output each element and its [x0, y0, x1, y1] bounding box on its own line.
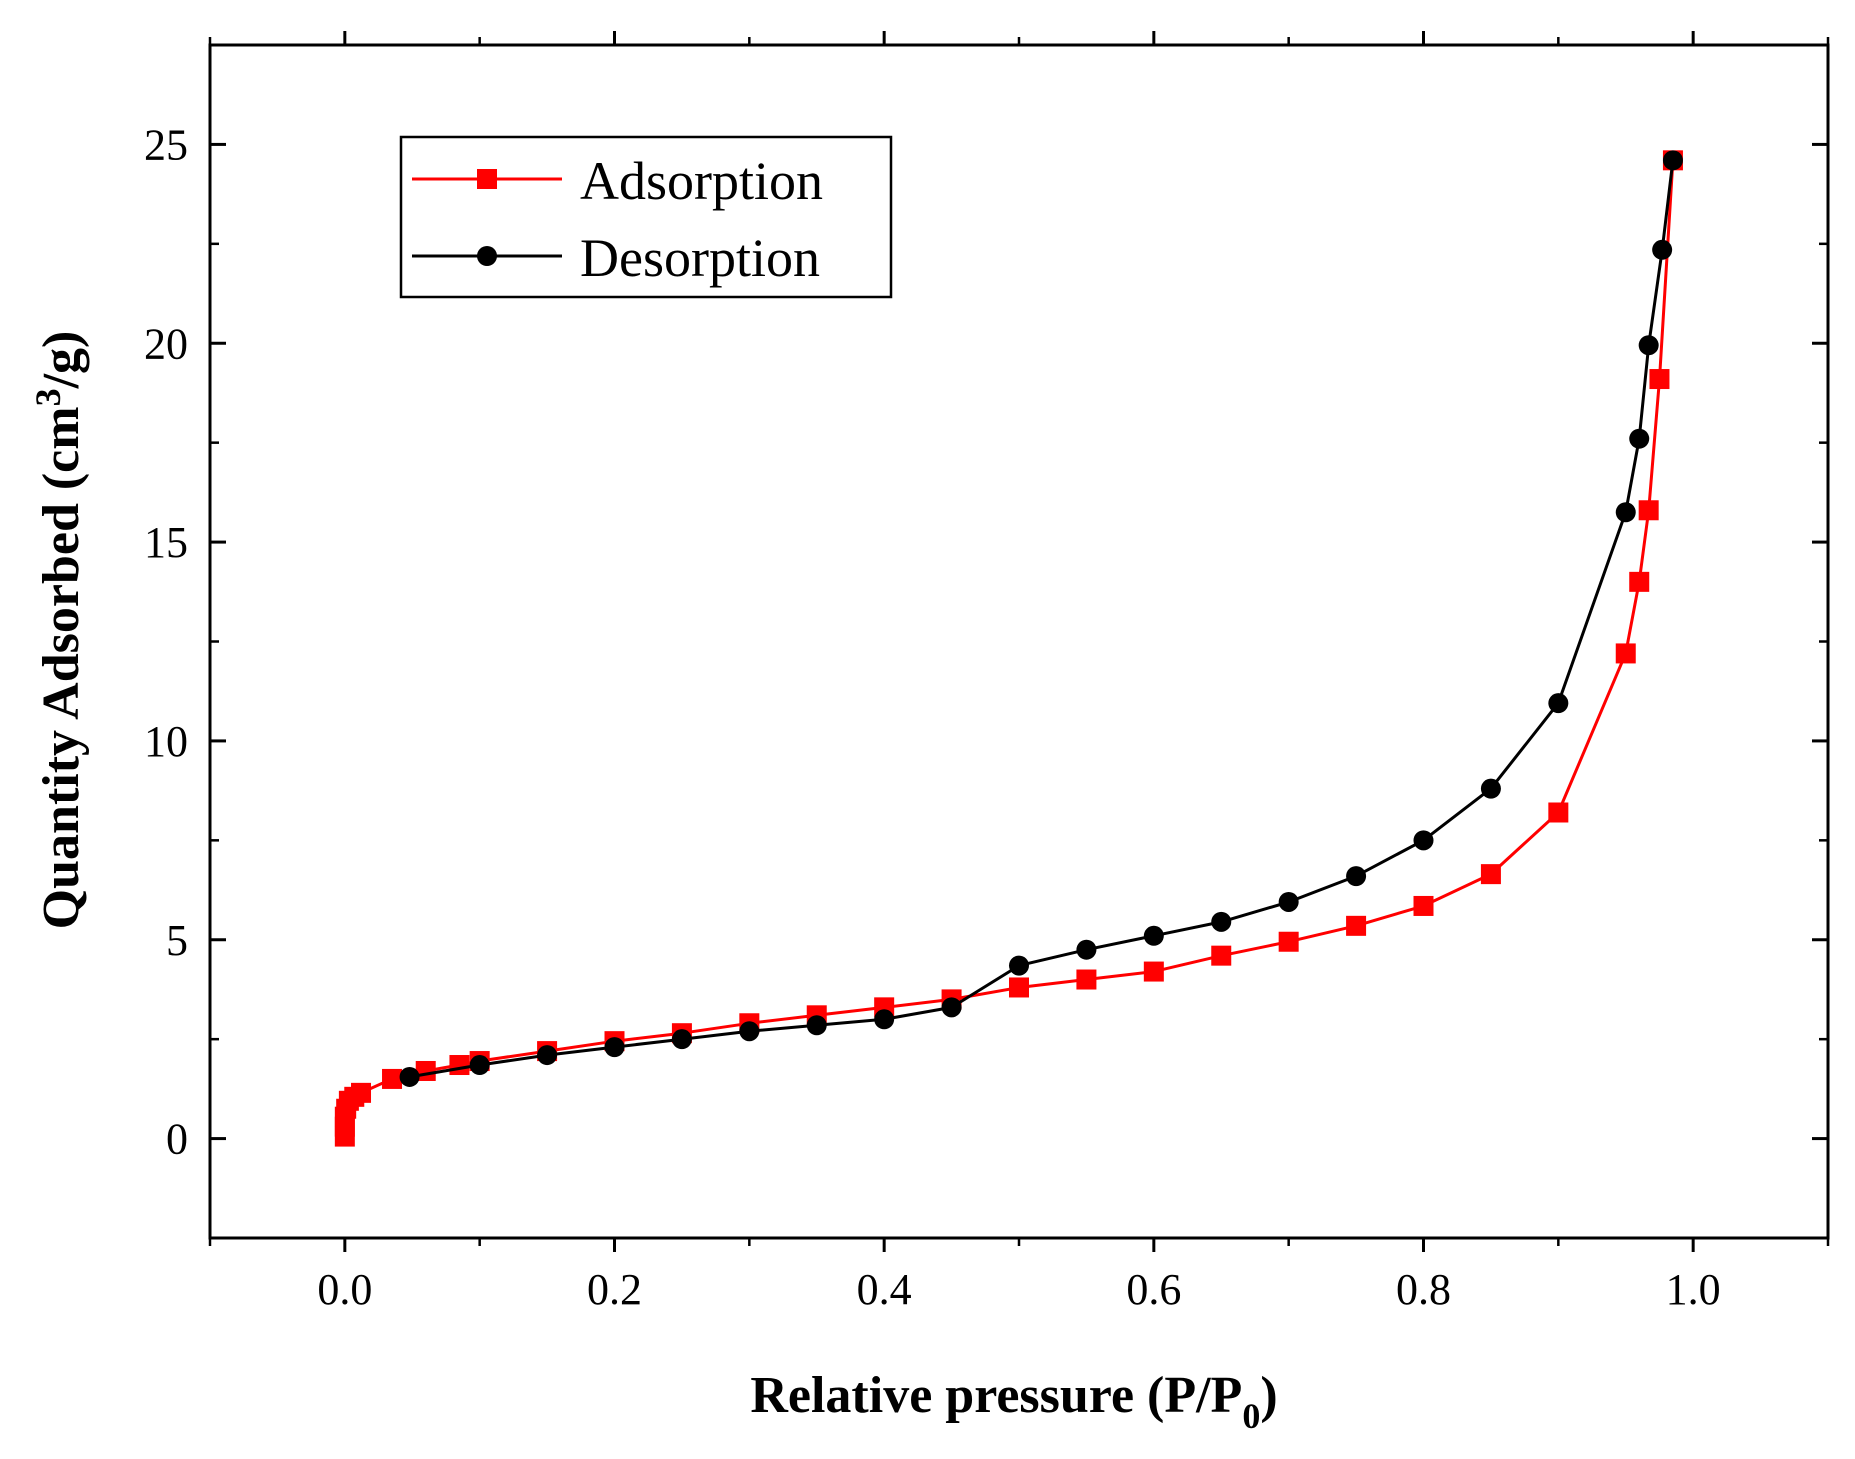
- adsorption-point: [1211, 945, 1232, 966]
- desorption-point: [1629, 428, 1650, 449]
- desorption-point: [1638, 335, 1659, 356]
- y-tick-label: 5: [166, 916, 188, 965]
- y-tick-label: 0: [166, 1115, 188, 1164]
- y-tick-label: 20: [144, 319, 188, 368]
- series-desorption: [399, 150, 1683, 1087]
- desorption-point: [1615, 502, 1636, 523]
- desorption-point: [399, 1066, 420, 1087]
- desorption-point: [1143, 925, 1164, 946]
- adsorption-point: [1413, 895, 1434, 916]
- x-tick-label: 1.0: [1666, 1265, 1721, 1314]
- adsorption-point: [1009, 977, 1029, 998]
- adsorption-point: [1629, 571, 1650, 592]
- adsorption-point: [1278, 931, 1299, 952]
- desorption-point: [874, 1009, 895, 1030]
- y-tick-label: 10: [144, 717, 188, 766]
- adsorption-point: [1346, 915, 1367, 936]
- adsorption-point: [449, 1055, 470, 1076]
- desorption-point: [1211, 911, 1232, 932]
- desorption-point: [604, 1037, 625, 1058]
- adsorption-point: [382, 1068, 403, 1089]
- legend-desorption-label: Desorption: [580, 228, 820, 288]
- desorption-point: [1662, 150, 1683, 171]
- legend: Adsorption Desorption: [399, 135, 893, 299]
- x-tick-label: 0.6: [1126, 1265, 1181, 1314]
- x-tick-label: 0.2: [587, 1265, 642, 1314]
- y-tick-label: 15: [144, 518, 188, 567]
- desorption-point: [671, 1029, 692, 1050]
- plot-area: [334, 150, 1683, 1147]
- y-axis-title: Quantity Adsorbed (cm3/g): [28, 331, 90, 930]
- adsorption-point: [351, 1082, 372, 1103]
- desorption-point: [469, 1055, 490, 1076]
- axes: 0.0 0.2 0.4 0.6 0.8 1.0 0 5 10 15 20 25: [144, 31, 1830, 1314]
- desorption-point: [739, 1021, 760, 1042]
- desorption-point: [1076, 939, 1097, 960]
- x-tick-label: 0.0: [317, 1265, 372, 1314]
- x-axis-title: Relative pressure (P/P0): [750, 1367, 1277, 1436]
- adsorption-point: [1548, 802, 1569, 823]
- desorption-point: [1009, 955, 1029, 976]
- desorption-point: [1346, 866, 1367, 887]
- adsorption-point: [1615, 643, 1636, 664]
- desorption-point: [1278, 891, 1299, 912]
- desorption-point: [806, 1015, 827, 1036]
- legend-adsorption-label: Adsorption: [580, 151, 823, 211]
- adsorption-point: [1638, 500, 1659, 521]
- desorption-point: [941, 997, 962, 1018]
- desorption-point: [1652, 239, 1673, 260]
- desorption-point: [537, 1045, 558, 1066]
- adsorption-point: [1480, 864, 1501, 885]
- y-tick-label: 25: [144, 120, 188, 169]
- adsorption-point: [1649, 369, 1670, 390]
- x-tick-label: 0.8: [1396, 1265, 1451, 1314]
- legend-adsorption-marker: [477, 169, 497, 189]
- legend-desorption-marker: [477, 246, 497, 266]
- adsorption-point: [1076, 969, 1097, 990]
- desorption-point: [1413, 830, 1434, 851]
- adsorption-point: [1143, 961, 1164, 982]
- desorption-point: [1548, 693, 1569, 714]
- legend-box: [399, 135, 893, 299]
- desorption-point: [1480, 778, 1501, 799]
- x-tick-label: 0.4: [857, 1265, 912, 1314]
